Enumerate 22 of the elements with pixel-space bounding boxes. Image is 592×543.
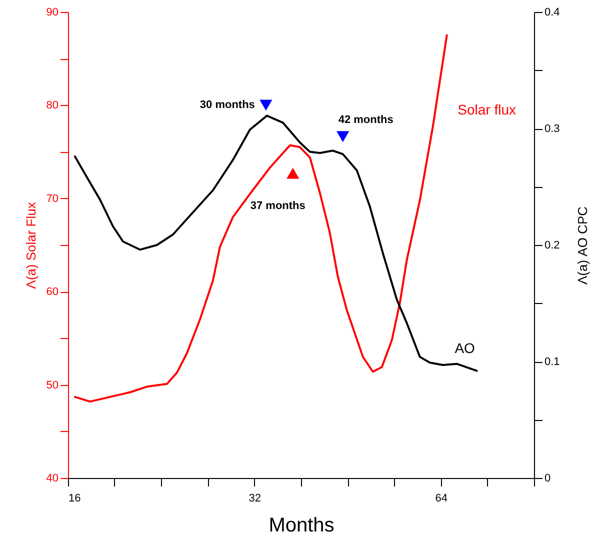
- annotation: 30 months: [200, 99, 255, 112]
- annotation: 37 months: [250, 200, 306, 212]
- y-tick-label: 50: [46, 379, 58, 392]
- y-tick-label: 70: [46, 192, 58, 205]
- x-tick-label: 16: [68, 492, 81, 504]
- y2-tick-label: 0.4: [544, 6, 560, 18]
- y-tick-label: 60: [46, 286, 58, 298]
- x-tick-label: 64: [435, 492, 448, 504]
- x-tick-label: 32: [248, 492, 262, 504]
- y-tick-label: 80: [46, 100, 58, 112]
- series-label: AO: [454, 340, 476, 356]
- y2-tick-label: 0.3: [544, 123, 560, 135]
- annotation: 42 months: [338, 114, 394, 126]
- x-axis-title: Months: [268, 514, 334, 536]
- y-axis-title: Λ(a) Solar Flux: [23, 202, 38, 289]
- y-tick-label: 90: [46, 6, 58, 18]
- y2-tick-label: 0: [544, 472, 551, 484]
- series-label: Solar flux: [458, 101, 516, 118]
- y2-axis-title: Λ(a) AO CPC: [574, 206, 590, 285]
- y2-tick-label: 0.2: [544, 240, 560, 252]
- y-tick-label: 40: [46, 472, 58, 484]
- y2-tick-label: 0.1: [544, 356, 560, 368]
